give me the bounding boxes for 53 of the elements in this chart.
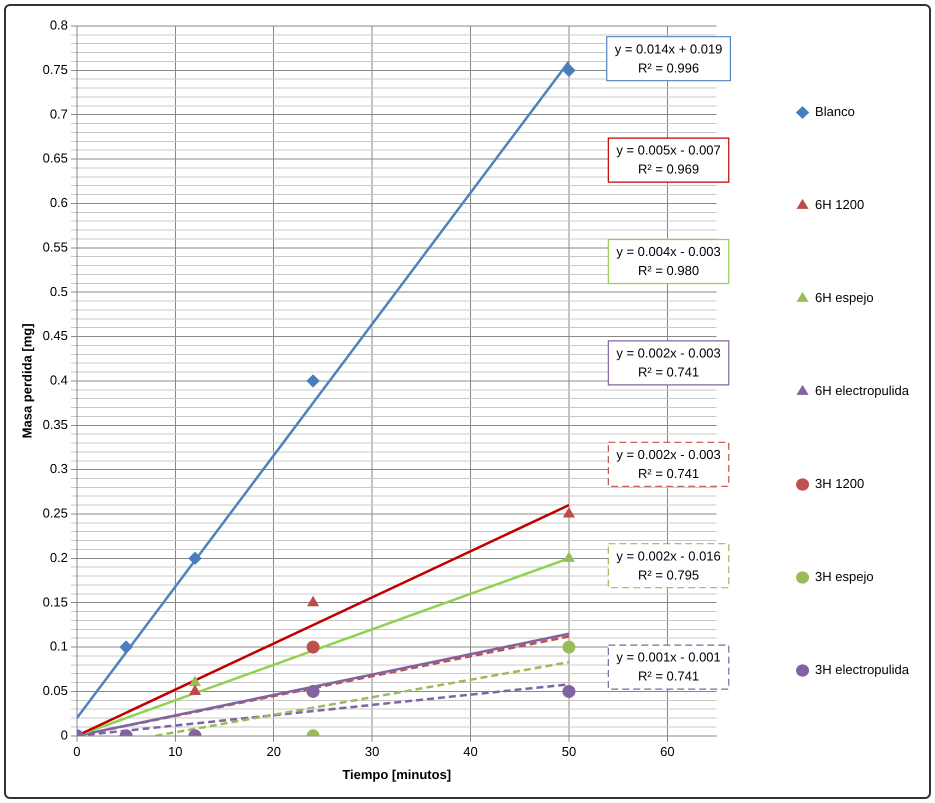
point	[563, 507, 575, 518]
y-tick-label: 0.15	[42, 594, 68, 610]
y-tick-label: 0.25	[42, 506, 68, 521]
y-tick-label: 0.55	[42, 239, 68, 254]
x-tick-label: 20	[266, 744, 281, 760]
x-tick-label: 50	[562, 744, 576, 760]
y-tick-label: 0.65	[42, 150, 68, 166]
x-tick-label: 60	[660, 744, 675, 760]
legend-label: 3H espejo	[815, 569, 874, 584]
y-axis-title: Masa perdida [mg]	[19, 323, 34, 438]
x-tick-label: 0	[73, 744, 81, 760]
legend-label: 3H 1200	[815, 476, 864, 492]
point	[307, 596, 319, 606]
point	[120, 640, 133, 654]
x-axis-title: Tiempo [minutos]	[342, 766, 452, 782]
annotation: y = 0.001x - 0.001 R² = 0.741	[616, 650, 721, 684]
y-tick-label: 0.35	[42, 416, 68, 432]
point	[562, 640, 576, 654]
y-tick-label: 0.2	[50, 550, 68, 565]
annotation: y = 0.002x - 0.003 R² = 0.741	[616, 345, 721, 380]
legend-label: Blanco	[815, 104, 855, 120]
annotation: y = 0.014x + 0.019 R² = 0.996	[614, 41, 722, 76]
y-tick-label: 0.4	[50, 372, 68, 388]
annotation: y = 0.005x - 0.007 R² = 0.969	[616, 142, 721, 177]
point	[189, 676, 201, 686]
point	[562, 684, 576, 698]
annotation: y = 0.002x - 0.016 R² = 0.795	[616, 548, 721, 582]
legend-label: 6H 1200	[815, 197, 864, 212]
y-tick-label: 0.45	[42, 328, 68, 344]
y-tick-label: 0.1	[50, 638, 68, 654]
point	[306, 640, 320, 654]
point	[188, 552, 202, 565]
y-tick-label: 0	[60, 727, 68, 742]
x-tick-label: 40	[463, 744, 478, 760]
y-tick-label: 0.6	[50, 195, 68, 210]
legend-label: 6H electropulida	[815, 383, 910, 398]
y-tick-label: 0.5	[50, 284, 68, 299]
annotation: y = 0.004x - 0.003 R² = 0.980	[616, 244, 721, 278]
legend-label: 6H espejo	[815, 290, 874, 306]
y-tick-label: 0.7	[50, 106, 68, 122]
point	[189, 684, 201, 695]
y-tick-label: 0.8	[50, 18, 68, 33]
point	[306, 684, 320, 698]
x-tick-label: 30	[364, 744, 380, 760]
y-tick-label: 0.75	[42, 62, 68, 77]
x-tick-label: 10	[168, 744, 183, 760]
y-tick-label: 0.3	[50, 461, 68, 476]
point	[562, 64, 576, 77]
annotation: y = 0.002x - 0.003 R² = 0.741	[616, 446, 721, 481]
legend-label: 3H electropulida	[815, 662, 910, 678]
point	[306, 374, 320, 388]
point	[563, 552, 575, 562]
y-tick-label: 0.05	[42, 683, 68, 698]
